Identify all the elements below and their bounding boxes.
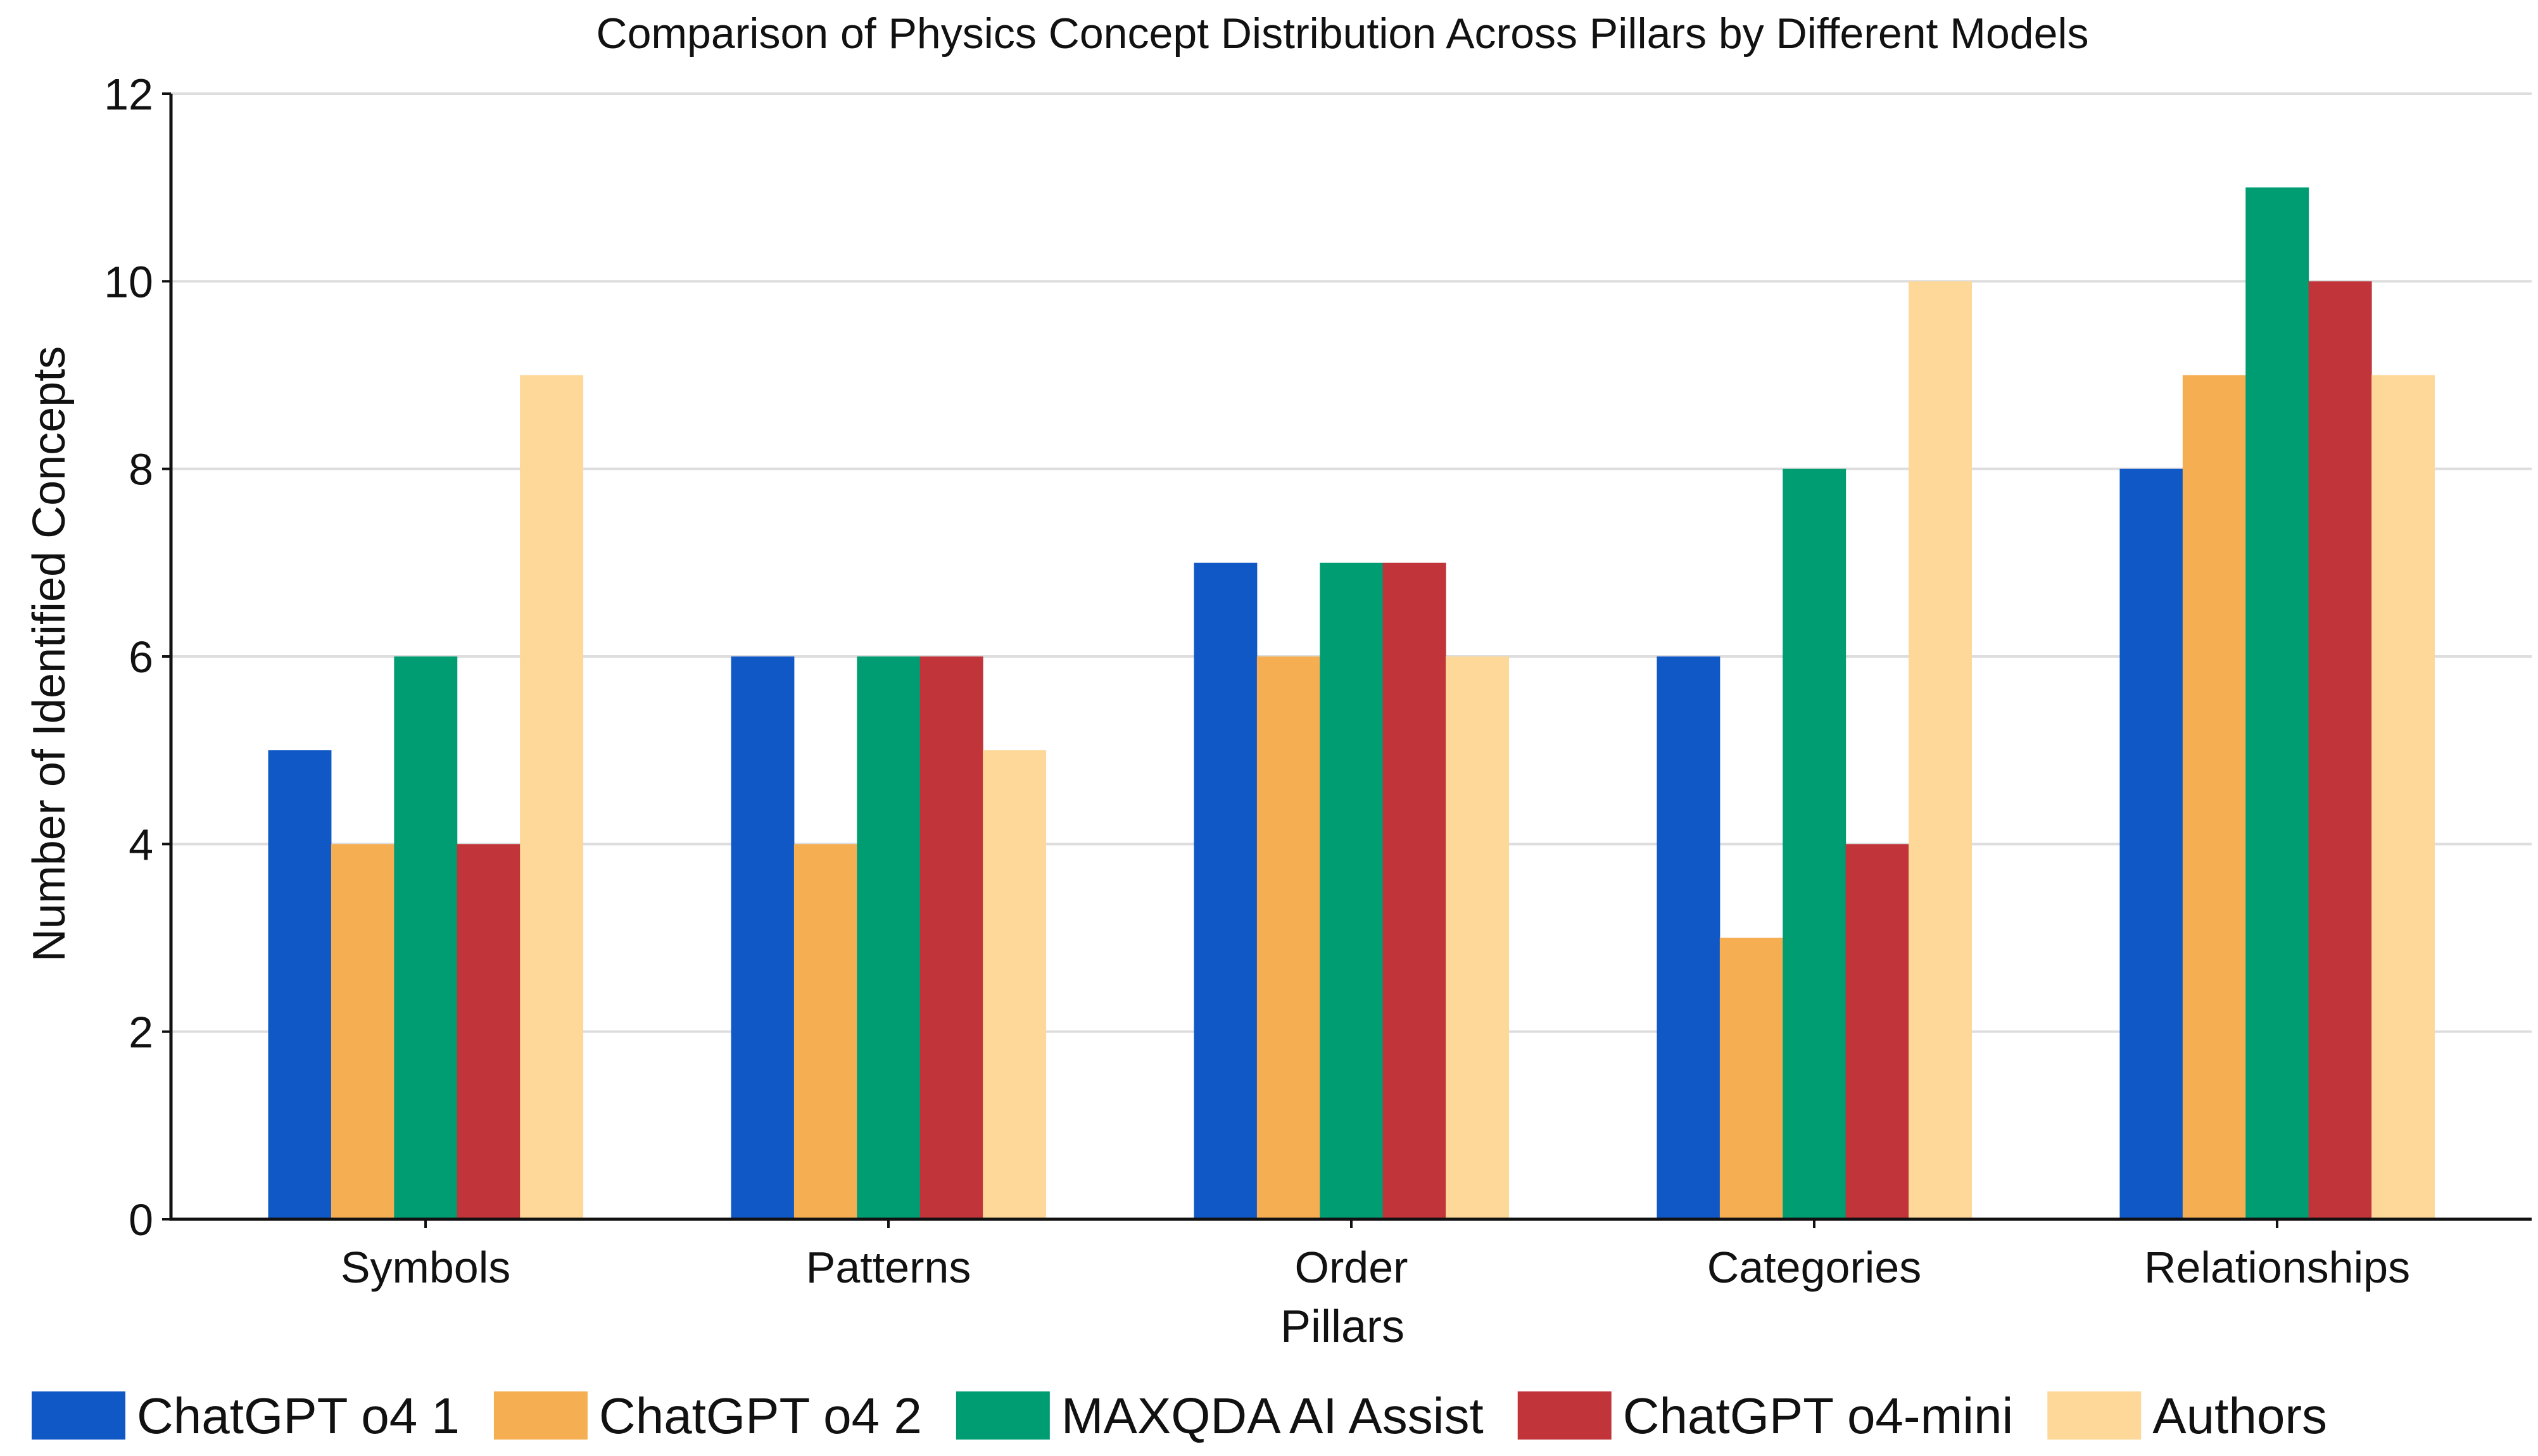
bar-order-series-5 (1446, 656, 1510, 1219)
bar-relationships-series-3 (2245, 187, 2309, 1220)
bar-categories-series-5 (1909, 281, 1973, 1219)
y-tick-label: 10 (104, 257, 153, 306)
bar-order-series-4 (1382, 562, 1446, 1220)
bar-categories-series-2 (1719, 938, 1783, 1219)
bar-symbols-series-2 (331, 844, 395, 1219)
bar-relationships-series-5 (2371, 375, 2435, 1219)
legend-label-3: MAXQDA AI Assist (1061, 1388, 1484, 1444)
bar-patterns-series-4 (919, 656, 983, 1219)
x-tick-label: Patterns (806, 1243, 971, 1292)
legend-label-5: Authors (2152, 1388, 2327, 1444)
legend-label-1: ChatGPT o4 1 (137, 1388, 460, 1444)
bar-patterns-series-5 (983, 750, 1047, 1219)
legend-label-4: ChatGPT o4-mini (1623, 1388, 2014, 1444)
bar-symbols-series-3 (394, 656, 458, 1219)
bar-symbols-series-4 (457, 844, 521, 1219)
y-tick-label: 12 (104, 70, 153, 119)
legend: ChatGPT o4 1 ChatGPT o4 2 MAXQDA AI Assist… (32, 1388, 2327, 1444)
bar-patterns-series-1 (731, 656, 795, 1219)
legend-swatch-3 (956, 1391, 1050, 1440)
bar-symbols-series-5 (520, 375, 584, 1219)
bar-patterns-series-3 (857, 656, 921, 1219)
y-tick-label: 2 (129, 1008, 153, 1057)
y-axis-label: Number of Identified Concepts (24, 346, 75, 962)
bar-order-series-2 (1256, 656, 1320, 1219)
bar-patterns-series-2 (793, 844, 857, 1219)
y-ticks: 0 2 4 6 8 10 12 (104, 70, 171, 1245)
bar-order-series-3 (1320, 562, 1384, 1220)
x-tick-label: Categories (1707, 1243, 1922, 1292)
chart-title: Comparison of Physics Concept Distributi… (596, 9, 2088, 58)
legend-swatch-4 (1517, 1391, 1612, 1440)
bar-categories-series-3 (1783, 468, 1847, 1219)
y-tick-label: 4 (129, 820, 153, 869)
legend-swatch-5 (2047, 1391, 2142, 1440)
x-axis-label: Pillars (1280, 1302, 1405, 1352)
bar-relationships-series-2 (2182, 375, 2246, 1219)
legend-label-2: ChatGPT o4 2 (599, 1388, 922, 1444)
bar-categories-series-4 (1845, 844, 1909, 1219)
bar-relationships-series-1 (2119, 468, 2183, 1219)
x-tick-label: Relationships (2144, 1243, 2410, 1292)
y-tick-label: 8 (129, 445, 153, 494)
bar-relationships-series-4 (2308, 281, 2372, 1219)
bar-order-series-1 (1194, 562, 1258, 1220)
legend-swatch-2 (493, 1391, 588, 1440)
legend-swatch-1 (32, 1391, 125, 1440)
y-tick-label: 0 (129, 1195, 153, 1245)
bars (268, 187, 2435, 1220)
bar-categories-series-1 (1657, 656, 1720, 1219)
y-tick-label: 6 (129, 632, 153, 682)
x-tick-label: Order (1295, 1243, 1408, 1292)
x-ticks: Symbols Patterns Order Categories Relationsh… (341, 1219, 2410, 1292)
bar-symbols-series-1 (268, 750, 332, 1219)
x-tick-label: Symbols (341, 1243, 510, 1292)
